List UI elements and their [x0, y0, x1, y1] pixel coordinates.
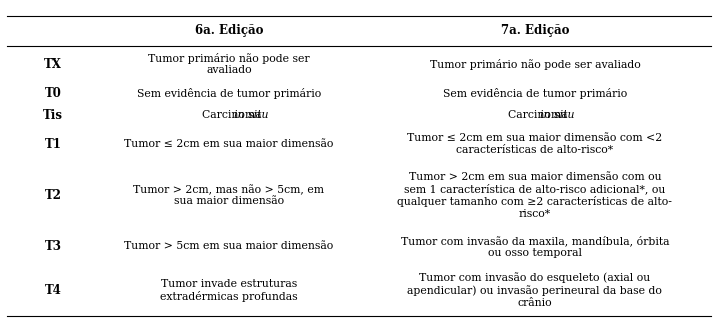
Text: T4: T4: [45, 284, 61, 297]
Text: TX: TX: [44, 58, 62, 71]
Text: Tumor primário não pode ser avaliado: Tumor primário não pode ser avaliado: [429, 59, 640, 70]
Text: Carcinoma: Carcinoma: [202, 110, 265, 120]
Text: T0: T0: [45, 87, 61, 100]
Text: T2: T2: [45, 189, 62, 202]
Text: Sem evidência de tumor primário: Sem evidência de tumor primário: [443, 88, 627, 99]
Text: Tumor ≤ 2cm em sua maior dimensão com <2
características de alto-risco*: Tumor ≤ 2cm em sua maior dimensão com <2…: [407, 133, 663, 155]
Text: Tumor invade estruturas
extradérmicas profundas: Tumor invade estruturas extradérmicas pr…: [160, 279, 298, 301]
Text: Carcinoma: Carcinoma: [508, 110, 571, 120]
Text: 6a. Edição: 6a. Edição: [195, 24, 263, 37]
Text: Sem evidência de tumor primário: Sem evidência de tumor primário: [136, 88, 321, 99]
Text: Tumor > 2cm, mas não > 5cm, em
sua maior dimensão: Tumor > 2cm, mas não > 5cm, em sua maior…: [134, 184, 325, 206]
Text: Tumor > 2cm em sua maior dimensão com ou
sem 1 característica de alto-risco adic: Tumor > 2cm em sua maior dimensão com ou…: [398, 172, 672, 219]
Text: in situ: in situ: [540, 110, 574, 120]
Text: 7a. Edição: 7a. Edição: [500, 24, 569, 37]
Text: in situ: in situ: [233, 110, 268, 120]
Text: Tumor primário não pode ser
avaliado: Tumor primário não pode ser avaliado: [148, 53, 309, 75]
Text: Tis: Tis: [43, 109, 63, 122]
Text: Tumor ≤ 2cm em sua maior dimensão: Tumor ≤ 2cm em sua maior dimensão: [124, 139, 334, 149]
Text: T3: T3: [45, 240, 62, 253]
Text: Tumor com invasão do esqueleto (axial ou
apendicular) ou invasão perineural da b: Tumor com invasão do esqueleto (axial ou…: [408, 273, 662, 308]
Text: T1: T1: [45, 138, 61, 151]
Text: Tumor com invasão da maxila, mandíbula, órbita
ou osso temporal: Tumor com invasão da maxila, mandíbula, …: [401, 235, 669, 258]
Text: Tumor > 5cm em sua maior dimensão: Tumor > 5cm em sua maior dimensão: [124, 242, 333, 251]
